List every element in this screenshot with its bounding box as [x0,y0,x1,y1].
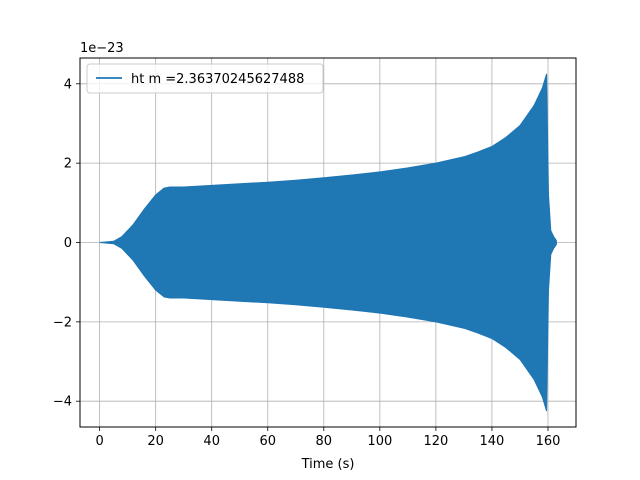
x-tick-label: 100 [367,434,392,449]
legend-entry: ht m =2.36370245627488 [131,72,304,87]
x-tick-label: 60 [259,434,276,449]
y-tick-label: 0 [64,236,72,251]
y-tick-label: −4 [53,395,72,410]
y-offset-label: 1e−23 [80,41,124,56]
x-tick-label: 20 [147,434,164,449]
x-tick-label: 140 [480,434,505,449]
y-tick-label: 4 [64,77,72,92]
x-tick-label: 40 [203,434,220,449]
x-tick-label: 120 [423,434,448,449]
y-tick-label: 2 [64,157,72,172]
x-axis-label: Time (s) [301,457,355,472]
legend-box [86,63,324,94]
x-tick-label: 80 [316,434,333,449]
series-line [99,73,557,412]
x-axis: 0 20 40 60 80 100 120 140 160 [95,427,560,449]
x-tick-label: 160 [536,434,561,449]
y-tick-label: −2 [53,315,72,330]
y-axis: −4 −2 0 2 4 [53,77,80,410]
legend: ht m =2.36370245627488 [86,63,324,94]
x-tick-label: 0 [95,434,103,449]
